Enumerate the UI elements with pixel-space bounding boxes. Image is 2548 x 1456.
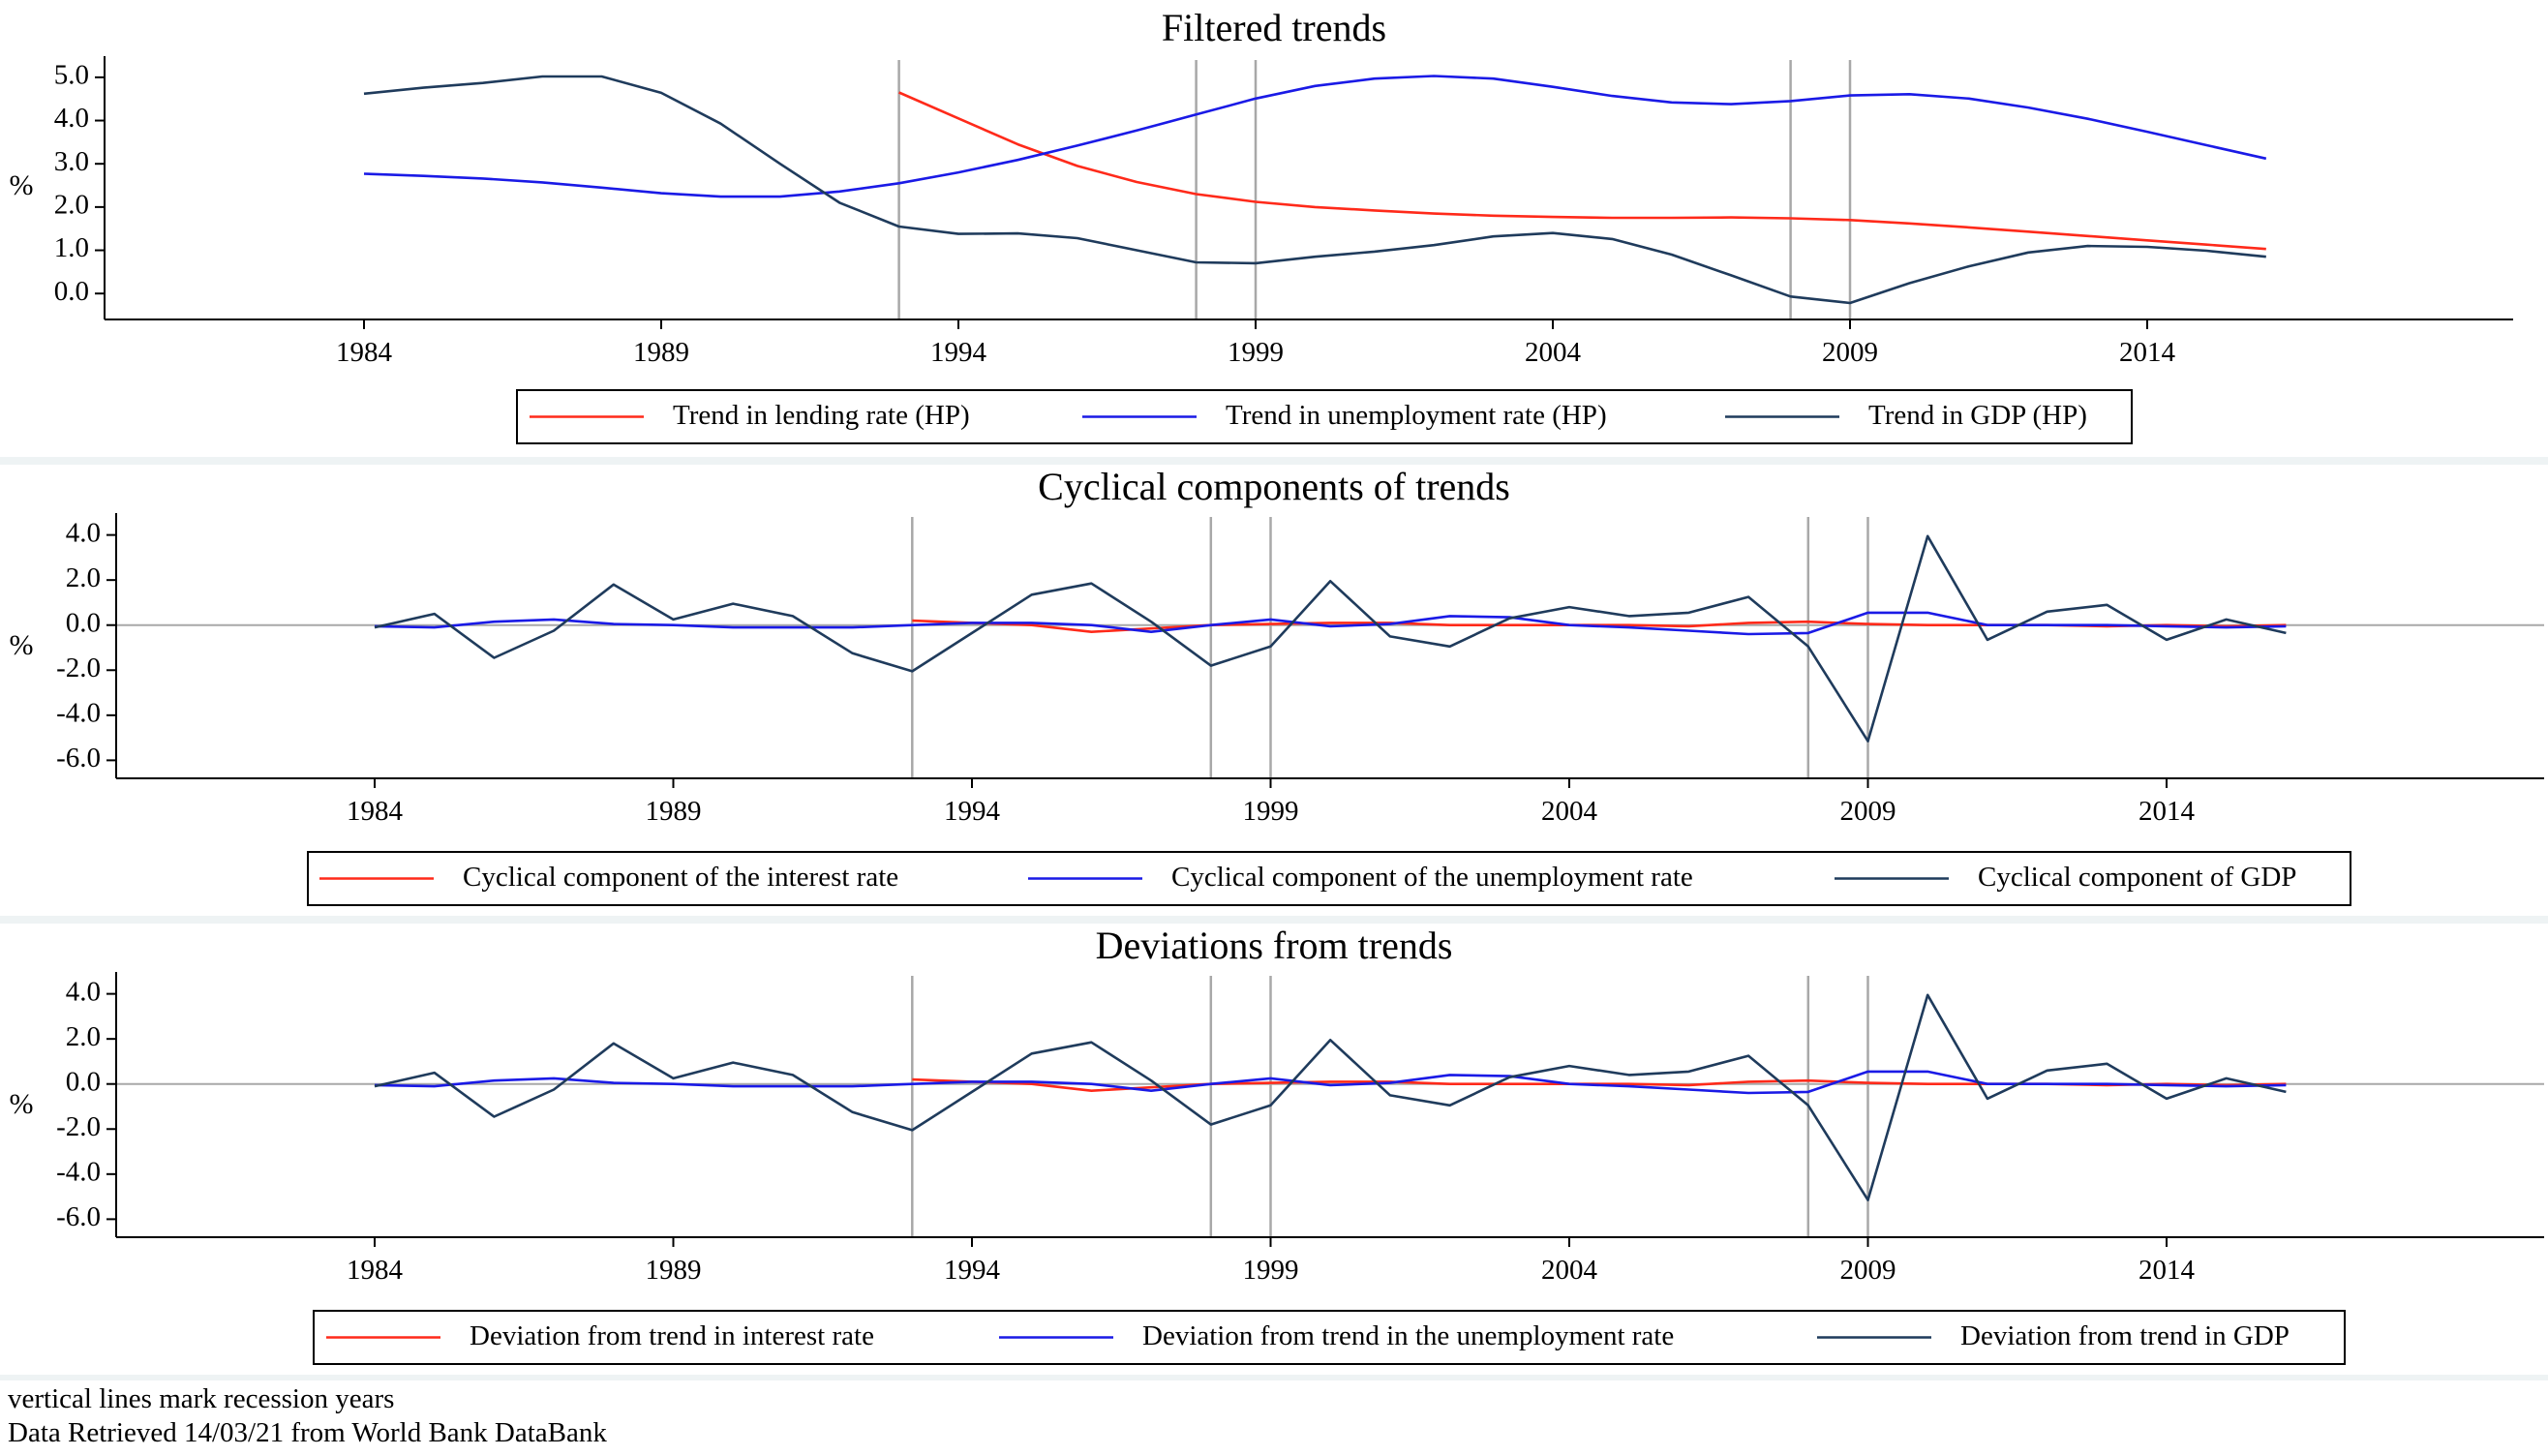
legend-label: Cyclical component of GDP [1978, 862, 2296, 893]
x-tick-label: 2014 [2119, 337, 2176, 368]
y-axis-label: % [10, 629, 34, 661]
y-tick-label: -4.0 [56, 697, 101, 728]
x-tick-label: 1999 [1243, 1255, 1299, 1286]
x-tick-label: 1994 [930, 337, 987, 368]
x-tick-label: 1994 [944, 796, 1001, 827]
legend [516, 389, 2133, 444]
x-tick-label: 1984 [347, 1255, 404, 1286]
legend [313, 1310, 2346, 1365]
chart-title: Cyclical components of trends [1038, 465, 1510, 508]
legend [307, 851, 2351, 906]
x-tick-label: 1989 [633, 337, 689, 368]
y-tick-label: 1.0 [54, 232, 89, 263]
note-source: Data Retrieved 14/03/21 from World Bank … [8, 1417, 607, 1448]
x-tick-label: 2009 [1840, 796, 1896, 827]
x-tick-label: 1999 [1243, 796, 1299, 827]
x-tick-label: 1989 [646, 796, 702, 827]
legend-label: Cyclical component of the interest rate [463, 862, 898, 893]
x-tick-label: 1984 [336, 337, 393, 368]
y-tick-label: 2.0 [66, 1021, 101, 1052]
panel-separator [0, 1375, 2548, 1380]
y-tick-label: 4.0 [54, 103, 89, 134]
x-tick-label: 1994 [944, 1255, 1001, 1286]
y-tick-label: 4.0 [66, 976, 101, 1007]
panel-filtered-trends: Filtered trends% 0.0 1.0 2.0 3.0 4.0 5.0 1984 19… [10, 6, 2513, 444]
y-tick-label: 0.0 [66, 1066, 101, 1097]
y-tick-label: -6.0 [56, 1201, 101, 1232]
y-tick-label: -2.0 [56, 652, 101, 683]
panel-separator [0, 916, 2548, 924]
notes: vertical lines mark recession years Data… [8, 1383, 607, 1448]
x-tick-label: 1984 [347, 796, 404, 827]
y-tick-label: -4.0 [56, 1156, 101, 1187]
x-tick-label: 2009 [1840, 1255, 1896, 1286]
legend-label: Trend in unemployment rate (HP) [1226, 400, 1607, 431]
x-tick-label: 2009 [1822, 337, 1878, 368]
legend-label: Deviation from trend in interest rate [470, 1320, 874, 1351]
series-line-gdp [363, 75, 2266, 305]
note-recession: vertical lines mark recession years [8, 1383, 394, 1414]
y-tick-label: 0.0 [66, 607, 101, 638]
series-line-unemployment [374, 1070, 2287, 1095]
legend-label: Deviation from trend in GDP [1960, 1320, 2290, 1351]
series-line-gdp [374, 993, 2287, 1201]
x-tick-label: 1999 [1228, 337, 1284, 368]
series-line-lending [898, 91, 2266, 251]
y-axis-label: % [10, 1088, 34, 1120]
panel-cyclical-components: Cyclical components of trends% 4.0 2.0 0.0 -… [10, 465, 2544, 906]
y-tick-label: 2.0 [54, 190, 89, 221]
chart-title: Filtered trends [1162, 6, 1386, 49]
chart-title: Deviations from trends [1096, 924, 1453, 967]
y-tick-label: 2.0 [66, 562, 101, 593]
x-tick-label: 1989 [646, 1255, 702, 1286]
x-tick-label: 2014 [2138, 1255, 2196, 1286]
x-tick-label: 2004 [1541, 1255, 1598, 1286]
y-tick-label: 4.0 [66, 517, 101, 548]
x-tick-label: 2004 [1541, 796, 1598, 827]
y-tick-label: 5.0 [54, 60, 89, 91]
y-axis-label: % [10, 169, 34, 201]
y-tick-label: 3.0 [54, 146, 89, 177]
legend-label: Trend in GDP (HP) [1868, 400, 2087, 431]
series-line-gdp [374, 534, 2287, 743]
y-tick-label: -2.0 [56, 1111, 101, 1142]
panel-separator [0, 457, 2548, 465]
y-tick-label: 0.0 [54, 276, 89, 307]
x-tick-label: 2004 [1525, 337, 1582, 368]
series-line-unemployment [363, 75, 2267, 198]
y-tick-label: -6.0 [56, 743, 101, 774]
x-tick-label: 2014 [2138, 796, 2196, 827]
legend-label: Deviation from trend in the unemployment… [1142, 1320, 1674, 1351]
panel-deviations: Deviations from trends% 4.0 2.0 0.0 -2.0 -4.0… [10, 924, 2544, 1365]
series-line-unemployment [374, 611, 2287, 636]
legend-label: Cyclical component of the unemployment r… [1171, 862, 1693, 893]
legend-label: Trend in lending rate (HP) [673, 400, 970, 431]
